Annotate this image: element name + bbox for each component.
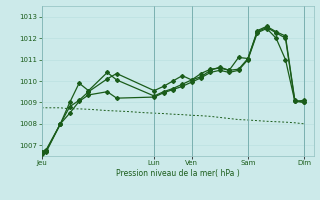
X-axis label: Pression niveau de la mer( hPa ): Pression niveau de la mer( hPa ) [116, 169, 239, 178]
